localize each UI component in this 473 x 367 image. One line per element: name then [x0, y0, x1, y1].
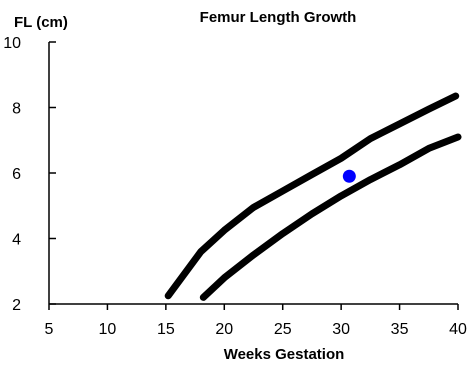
- x-tick-label: 40: [449, 321, 467, 338]
- y-tick-label: 8: [12, 101, 21, 118]
- measurement-point: [343, 170, 356, 183]
- y-tick-label: 6: [12, 166, 21, 183]
- y-tick-label: 10: [3, 35, 21, 52]
- y-axis-label: FL (cm): [14, 14, 68, 31]
- x-tick-label: 30: [332, 321, 350, 338]
- chart-title: Femur Length Growth: [200, 9, 357, 26]
- x-tick-label: 35: [391, 321, 409, 338]
- x-tick-label: 5: [45, 321, 54, 338]
- x-axis-label: Weeks Gestation: [224, 346, 345, 363]
- axes: 2 4 6 8 10 5 10 15 20 25 30 35 40: [3, 35, 467, 338]
- y-tick-label: 4: [12, 232, 21, 249]
- x-tick-label: 20: [215, 321, 233, 338]
- x-tick-label: 15: [157, 321, 175, 338]
- x-tick-label: 25: [274, 321, 292, 338]
- x-tick-label: 10: [99, 321, 117, 338]
- series-group: [168, 96, 458, 297]
- upper-percentile-curve: [168, 96, 456, 296]
- y-tick-label: 2: [12, 297, 21, 314]
- points-group: [343, 170, 356, 183]
